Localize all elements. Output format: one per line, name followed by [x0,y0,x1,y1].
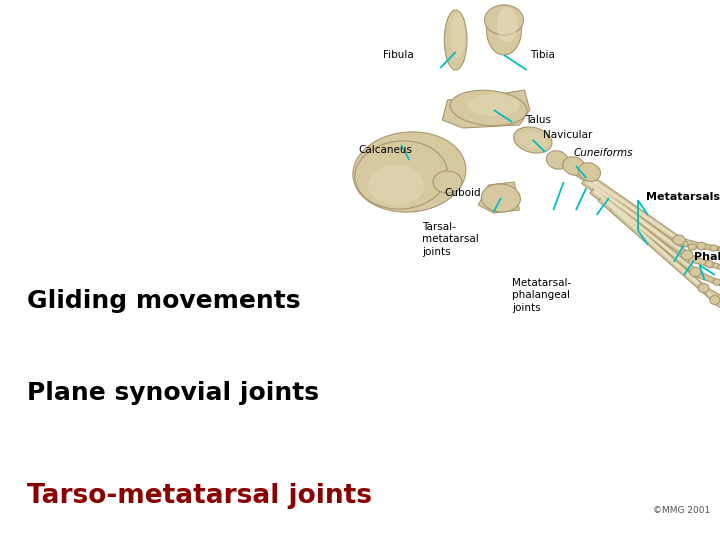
Polygon shape [613,208,718,302]
Ellipse shape [672,235,685,245]
Ellipse shape [546,151,569,169]
Text: Phalanges: Phalanges [694,252,720,262]
Polygon shape [585,180,690,257]
Ellipse shape [487,5,521,55]
Text: ©MMG 2001: ©MMG 2001 [653,506,711,515]
Polygon shape [602,198,706,290]
Polygon shape [590,187,697,274]
Ellipse shape [563,157,585,176]
Polygon shape [573,166,680,242]
Ellipse shape [444,10,467,70]
Ellipse shape [518,131,547,148]
Ellipse shape [710,245,718,251]
Ellipse shape [578,163,600,181]
Text: Cuneiforms: Cuneiforms [574,148,634,158]
Ellipse shape [485,5,523,35]
Ellipse shape [690,267,701,276]
Ellipse shape [450,90,527,126]
Polygon shape [680,238,702,248]
Ellipse shape [368,165,424,205]
Ellipse shape [718,264,720,270]
Ellipse shape [468,94,519,116]
Ellipse shape [680,241,688,247]
Ellipse shape [482,184,521,212]
Ellipse shape [697,242,706,249]
Polygon shape [688,255,710,266]
Polygon shape [716,280,720,288]
Ellipse shape [353,132,466,212]
Ellipse shape [433,171,462,193]
Polygon shape [577,170,682,242]
Ellipse shape [497,8,518,43]
Polygon shape [714,300,720,315]
Polygon shape [704,287,720,302]
Text: Fibula: Fibula [382,50,413,60]
Text: Calcaneus: Calcaneus [358,145,412,155]
Polygon shape [593,190,698,274]
Ellipse shape [705,261,714,267]
Ellipse shape [719,247,720,252]
Text: Talus: Talus [525,115,551,125]
Text: Tarsal-
metatarsal
joints: Tarsal- metatarsal joints [422,222,479,257]
Text: Gliding movements: Gliding movements [27,289,301,313]
Text: Metatarsal-
phalangeal
joints: Metatarsal- phalangeal joints [512,278,572,313]
Polygon shape [696,271,718,284]
Ellipse shape [688,244,696,250]
Ellipse shape [681,250,693,260]
Ellipse shape [710,295,720,305]
Polygon shape [478,182,519,213]
Polygon shape [708,261,720,269]
Ellipse shape [714,279,720,285]
Polygon shape [582,177,689,258]
Polygon shape [598,195,706,290]
Text: Metatarsals: Metatarsals [646,192,720,202]
Polygon shape [610,205,716,302]
Text: Cuboid: Cuboid [444,188,481,198]
Polygon shape [442,90,530,128]
Ellipse shape [355,141,447,209]
Text: Tibia: Tibia [530,50,554,60]
Ellipse shape [451,12,465,57]
Text: Navicular: Navicular [543,130,593,140]
Ellipse shape [698,284,709,293]
Text: Tarso-metatarsal joints: Tarso-metatarsal joints [27,483,372,509]
Text: Plane synovial joints: Plane synovial joints [27,381,320,404]
Polygon shape [701,243,714,250]
Ellipse shape [513,127,552,153]
Polygon shape [714,246,720,251]
